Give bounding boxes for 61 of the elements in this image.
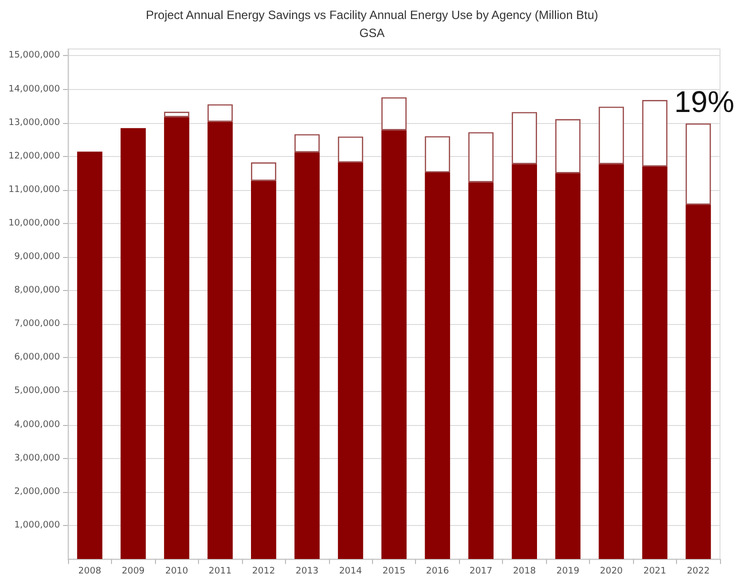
bar — [164, 112, 190, 118]
bar — [250, 162, 276, 181]
chart-subtitle: GSA — [359, 26, 385, 40]
bar — [77, 152, 102, 559]
y-tick-label: 14,000,000 — [8, 84, 60, 94]
bar — [686, 204, 711, 559]
bar — [512, 164, 538, 559]
bar — [120, 128, 146, 559]
x-tick-label: 2017 — [469, 566, 492, 576]
x-tick-label: 2014 — [339, 566, 362, 576]
bar — [468, 132, 494, 182]
bar — [208, 104, 233, 122]
bar — [512, 112, 538, 164]
bar — [468, 182, 494, 559]
y-tick-label: 8,000,000 — [14, 286, 60, 296]
y-tick-label: 12,000,000 — [8, 151, 60, 162]
x-tick-label: 2012 — [252, 566, 276, 576]
bar — [555, 119, 580, 174]
bar — [381, 97, 407, 130]
bar — [424, 172, 450, 559]
x-tick-label: 2020 — [600, 566, 624, 576]
bar — [642, 100, 668, 166]
bar — [294, 152, 320, 559]
annotation: 19% — [674, 86, 734, 119]
bar — [164, 117, 190, 559]
bar — [424, 136, 450, 172]
y-tick-label: 3,000,000 — [14, 453, 60, 464]
bar — [598, 164, 624, 559]
y-tick-label: 5,000,000 — [14, 386, 60, 396]
bar — [642, 166, 668, 559]
y-tick-label: 4,000,000 — [14, 420, 60, 430]
bar — [598, 106, 624, 164]
bar — [381, 130, 407, 559]
x-tick-label: 2009 — [122, 566, 145, 576]
bar — [250, 180, 276, 559]
y-tick-label: 15,000,000 — [8, 50, 60, 61]
bar — [294, 134, 320, 152]
x-tick-label: 2015 — [382, 566, 406, 576]
y-tick-label: 11,000,000 — [8, 184, 60, 195]
bar — [208, 122, 233, 559]
y-tick-label: 10,000,000 — [8, 218, 60, 228]
y-tick-label: 6,000,000 — [14, 352, 60, 363]
x-tick-label: 2019 — [556, 566, 580, 576]
bar — [338, 162, 364, 559]
x-tick-label: 2008 — [78, 566, 102, 576]
x-tick-label: 2011 — [208, 566, 232, 576]
bar — [338, 136, 364, 162]
x-tick-label: 2022 — [686, 566, 710, 576]
y-tick-label: 7,000,000 — [14, 319, 60, 330]
x-tick-label: 2013 — [296, 566, 319, 576]
x-tick-label: 2016 — [426, 566, 450, 576]
y-tick-label: 2,000,000 — [14, 486, 60, 497]
x-tick-label: 2010 — [165, 566, 188, 576]
bar — [555, 173, 580, 559]
y-tick-label: 1,000,000 — [14, 520, 60, 530]
x-tick-label: 2021 — [643, 566, 666, 576]
y-tick-label: 13,000,000 — [8, 118, 60, 128]
bar — [686, 123, 711, 205]
chart-title: Project Annual Energy Savings vs Facility Annual Energy Use by Agency (Million Btu) — [146, 8, 598, 22]
y-tick-label: 9,000,000 — [14, 252, 60, 262]
x-tick-label: 2018 — [512, 566, 536, 576]
